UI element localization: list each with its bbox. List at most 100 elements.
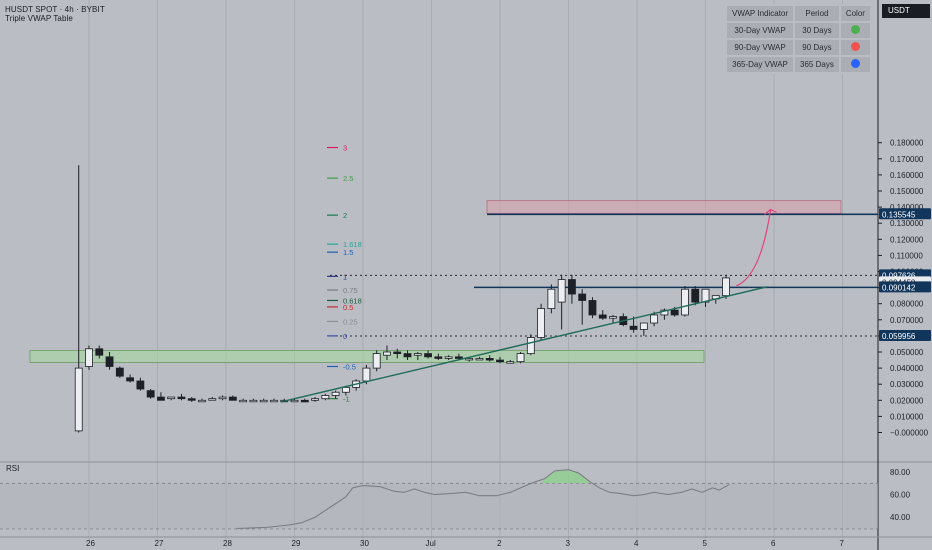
currency-unit-badge[interactable]: USDT [882,4,930,18]
candle [311,397,319,402]
price-tick-label: 0.110000 [890,251,923,260]
candle-body [557,279,566,303]
price-label-text: 0.059956 [882,332,916,341]
candle-body [650,314,659,324]
candle [598,310,607,320]
time-tick-label: 30 [360,539,369,548]
candle [516,352,525,364]
candle-body [198,399,206,403]
candle-body [208,398,217,401]
candle-body [239,399,248,403]
candle-body [578,293,587,301]
vwap-table-row: 365-Day VWAP 365 Days [724,55,872,74]
candle-body [609,316,617,319]
vwap-table-header-row: VWAP Indicator Period Color [724,4,872,23]
candle [341,385,350,396]
candle-body [311,398,319,401]
fib-level-label: 1.5 [343,248,353,257]
candle-body [526,337,535,355]
candle [177,393,186,401]
price-tick-label: 0.130000 [890,219,924,228]
time-tick-label: 28 [223,539,232,548]
candle-body [670,309,679,316]
candle-body [105,356,114,367]
candle [681,285,689,317]
candle [74,165,83,433]
candle-body [362,367,371,382]
symbol-title: HUSDT SPOT · 4h · BYBIT [5,5,105,14]
candle-body [496,359,504,363]
candle-body [146,390,155,398]
candle-body [393,351,402,355]
candle-body [639,322,648,330]
time-tick-label: 29 [292,539,301,548]
candle-body [136,380,145,390]
candle [506,360,515,364]
vwap-indicator-name: 90-Day VWAP [724,38,796,57]
candle-body [454,356,463,359]
candle [609,314,617,324]
candle [300,398,309,403]
candle [588,297,597,319]
candle-body [126,377,134,382]
fib-level-label: 0 [343,332,347,341]
rsi-pane-title: RSI [6,464,19,473]
candle-body [516,353,525,363]
candle-body [588,300,597,316]
candle-body [321,395,330,400]
price-tick-label: 0.180000 [890,139,924,148]
vwap-period: 365 Days [793,55,841,74]
color-dot-icon [850,25,860,34]
candle [393,348,402,359]
column-header-indicator: VWAP Indicator [724,4,796,23]
candle-body [434,356,443,359]
candle [270,398,278,403]
candle-body [485,358,494,361]
candle-body [74,367,83,432]
candle-body [383,351,391,356]
vwap-period: 30 Days [793,21,841,40]
candle [95,345,104,359]
time-tick-label: 3 [566,539,571,548]
candle-body [722,277,730,297]
candle-body [424,353,432,358]
fib-level-label: 0.618 [343,296,362,305]
candle [526,334,535,356]
price-tick-label: 0.160000 [890,171,924,180]
vwap-color-cell [838,38,872,57]
fib-level-label: 1.618 [343,240,362,249]
candle-body [167,396,176,400]
price-tick-label: 0.080000 [890,300,924,309]
candle-body [228,396,237,401]
candle [496,356,504,364]
price-tick-label: 0.150000 [890,187,924,196]
price-tick-label: 0.140000 [890,203,924,212]
vwap-color-cell [838,55,872,74]
candle [157,392,165,401]
candle [701,288,710,307]
candle-body [444,356,453,359]
candle [639,322,648,336]
fib-level-label: 0.75 [343,286,358,295]
price-tick-label: 0.040000 [890,364,924,373]
candle [105,352,114,370]
candle-body [681,288,689,316]
candle-body [465,358,474,361]
fib-level-label: 1 [343,272,347,281]
fib-level-label: 2 [343,211,347,220]
candle [187,397,196,402]
candle-body [331,391,340,396]
candle-body [506,361,515,364]
color-dot-icon [850,42,860,51]
time-tick-label: 2 [497,539,502,548]
candle-body [157,396,165,401]
candle [434,353,443,361]
time-tick-label: 7 [840,539,845,548]
vwap-indicator-name: 30-Day VWAP [724,21,796,40]
support-zone [29,349,705,363]
rsi-tick-label: 40.00 [890,513,911,522]
candle-body [259,399,268,403]
candle [218,395,227,401]
candle [568,274,576,304]
